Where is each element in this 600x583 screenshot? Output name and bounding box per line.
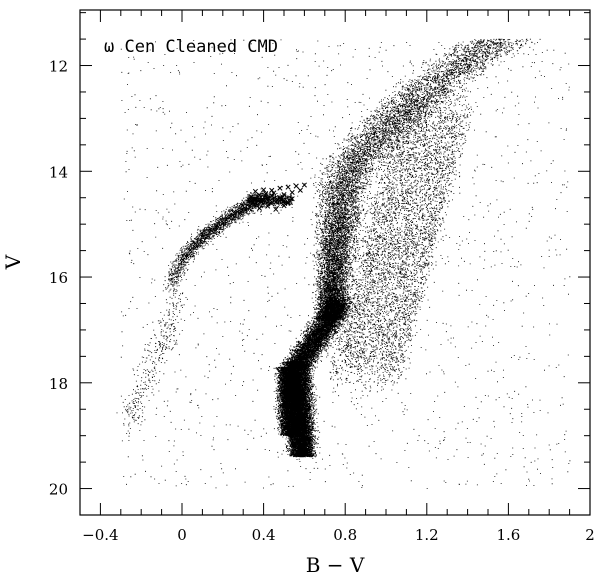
x-tick-label: −0.4 xyxy=(82,526,118,544)
rr-lyrae-marker xyxy=(297,187,303,193)
data-points xyxy=(116,38,571,489)
rr-lyrae-marker xyxy=(252,188,258,194)
rr-lyrae-marker xyxy=(256,192,263,198)
x-tick-label: 0.4 xyxy=(252,526,276,544)
chart-title: ω Cen Cleaned CMD xyxy=(104,37,278,57)
rr-lyrae-marker xyxy=(248,194,254,200)
rr-lyrae-marker xyxy=(256,205,263,211)
scatter-points xyxy=(116,38,571,489)
x-tick-labels: −0.4 0 0.4 0.8 1.2 1.6 2 xyxy=(82,526,595,544)
rr-lyrae-marker xyxy=(252,196,258,202)
x-tick-label: 0.8 xyxy=(333,526,357,544)
rr-lyrae-marker xyxy=(281,191,287,198)
y-tick-label: 16 xyxy=(49,269,68,287)
rr-lyrae-marker xyxy=(289,189,295,195)
y-tick-labels: 12 14 16 18 20 xyxy=(49,58,68,499)
rr-lyrae-marker xyxy=(277,195,283,201)
rr-lyrae-marker xyxy=(273,199,279,205)
rr-lyrae-marker xyxy=(281,203,287,209)
x-tick-label: 1.2 xyxy=(415,526,439,544)
rr-lyrae-marker xyxy=(285,200,291,206)
rr-lyrae-marker xyxy=(259,199,265,205)
rr-lyrae-marker xyxy=(265,195,271,201)
rr-lyrae-marker xyxy=(277,185,283,191)
rr-lyrae-marker xyxy=(261,187,267,193)
rr-lyrae-marker xyxy=(289,196,295,202)
rr-lyrae-marker xyxy=(281,198,287,204)
x-tick-label: 2 xyxy=(585,526,595,544)
rr-lyrae-marker xyxy=(248,201,254,207)
y-tick-label: 12 xyxy=(49,58,68,76)
axis-ticks xyxy=(79,10,591,516)
rr-lyrae-marker xyxy=(246,197,252,203)
rr-lyrae-marker xyxy=(263,190,269,197)
y-tick-label: 18 xyxy=(49,375,68,393)
x-axis-label: B − V xyxy=(306,553,365,577)
rr-lyrae-marker xyxy=(273,206,279,212)
y-tick-label: 14 xyxy=(49,163,68,181)
rr-lyrae-markers xyxy=(246,182,307,212)
rr-lyrae-marker xyxy=(271,190,277,196)
plot-frame xyxy=(79,9,591,516)
y-axis-label: V xyxy=(1,254,25,270)
x-tick-label: 0 xyxy=(177,526,187,544)
y-tick-label: 20 xyxy=(49,481,68,499)
rr-lyrae-marker xyxy=(265,203,271,209)
rr-lyrae-marker xyxy=(293,183,299,189)
x-tick-label: 1.6 xyxy=(496,526,520,544)
rr-lyrae-marker xyxy=(285,184,291,190)
rr-lyrae-marker xyxy=(301,182,307,188)
